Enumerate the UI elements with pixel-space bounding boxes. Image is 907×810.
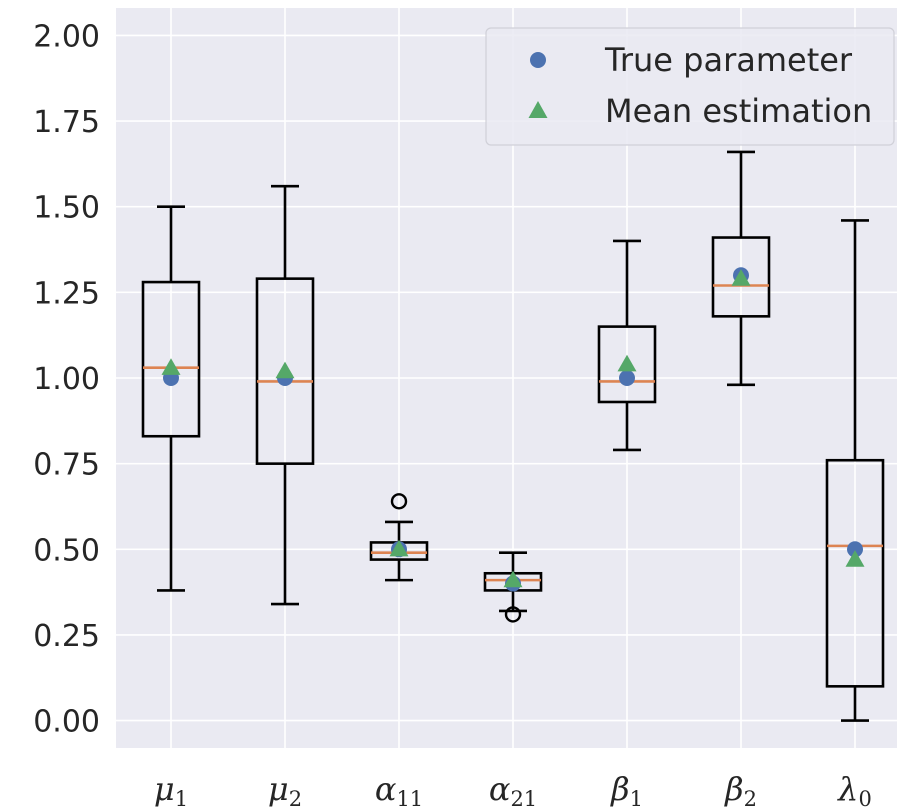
box-body bbox=[597, 325, 657, 404]
boxes bbox=[141, 150, 885, 722]
y-tick-label: 1.75 bbox=[33, 105, 100, 140]
category-symbol: α bbox=[489, 770, 511, 808]
category-symbol: β bbox=[610, 770, 630, 808]
category-subscript: 0 bbox=[858, 787, 871, 810]
mean-estimation-point bbox=[731, 269, 751, 286]
box-body bbox=[825, 458, 885, 688]
category-subscript: 21 bbox=[510, 787, 537, 810]
x-axis-category-labels: μ1 μ2 α11 α21 β1 β2 λ0 bbox=[154, 770, 872, 810]
box-1 bbox=[141, 205, 201, 592]
x-category-label: μ1 bbox=[154, 770, 188, 810]
legend-mean-estimation-marker bbox=[528, 101, 548, 118]
category-symbol: β bbox=[724, 770, 744, 808]
legend-label-mean-estimation: Mean estimation bbox=[605, 92, 872, 130]
mean-estimation-point bbox=[617, 354, 637, 372]
category-subscript: 2 bbox=[744, 787, 757, 810]
legend-frame bbox=[485, 27, 895, 146]
x-category-label: β1 bbox=[610, 770, 643, 810]
box-body bbox=[141, 280, 201, 438]
category-subscript: 2 bbox=[289, 787, 302, 810]
y-tick-label: 0.75 bbox=[33, 448, 100, 483]
box-3 bbox=[369, 493, 429, 582]
outlier-point bbox=[504, 606, 522, 623]
box-body bbox=[711, 236, 771, 318]
mean-estimation-point bbox=[389, 539, 409, 557]
box-7 bbox=[825, 219, 885, 722]
x-category-label: α11 bbox=[375, 770, 423, 810]
x-category-label: β2 bbox=[724, 770, 757, 810]
mean-estimation-point bbox=[503, 570, 523, 588]
true-parameter-point bbox=[847, 541, 863, 558]
true-parameter-point bbox=[619, 370, 635, 386]
category-symbol: μ bbox=[268, 770, 289, 808]
legend: True parameter Mean estimation bbox=[485, 27, 895, 146]
box-4 bbox=[483, 551, 543, 623]
legend-label-true-parameter: True parameter bbox=[604, 41, 853, 79]
category-subscript: 11 bbox=[396, 787, 423, 810]
mean-estimation-point bbox=[845, 550, 865, 567]
x-category-label: μ2 bbox=[268, 770, 302, 810]
category-symbol: μ bbox=[154, 770, 175, 808]
category-symbol: λ bbox=[836, 770, 858, 808]
y-tick-label: 0.50 bbox=[33, 533, 100, 568]
y-tick-label: 2.00 bbox=[33, 19, 100, 54]
y-tick-label: 1.25 bbox=[33, 276, 100, 311]
y-axis-tick-labels: 0.00 0.25 0.50 0.75 1.00 1.25 1.50 1.75 2.00 bbox=[33, 19, 100, 739]
mean-estimation-point bbox=[275, 361, 295, 379]
mean-estimation-point bbox=[161, 358, 181, 375]
y-tick-label: 1.00 bbox=[33, 362, 100, 397]
y-tick-label: 1.50 bbox=[33, 191, 100, 226]
category-subscript: 1 bbox=[175, 787, 188, 810]
legend-true-parameter-marker bbox=[530, 52, 546, 68]
box-6 bbox=[711, 150, 771, 387]
x-category-label: λ0 bbox=[836, 770, 872, 810]
box-5 bbox=[597, 239, 657, 452]
box-body bbox=[255, 277, 315, 465]
y-tick-label: 0.00 bbox=[33, 705, 100, 740]
box-2 bbox=[255, 184, 315, 606]
category-subscript: 1 bbox=[630, 787, 643, 810]
x-category-label: α21 bbox=[489, 770, 537, 810]
outlier-point bbox=[390, 493, 408, 510]
category-symbol: α bbox=[375, 770, 397, 808]
y-tick-label: 0.25 bbox=[33, 619, 100, 654]
